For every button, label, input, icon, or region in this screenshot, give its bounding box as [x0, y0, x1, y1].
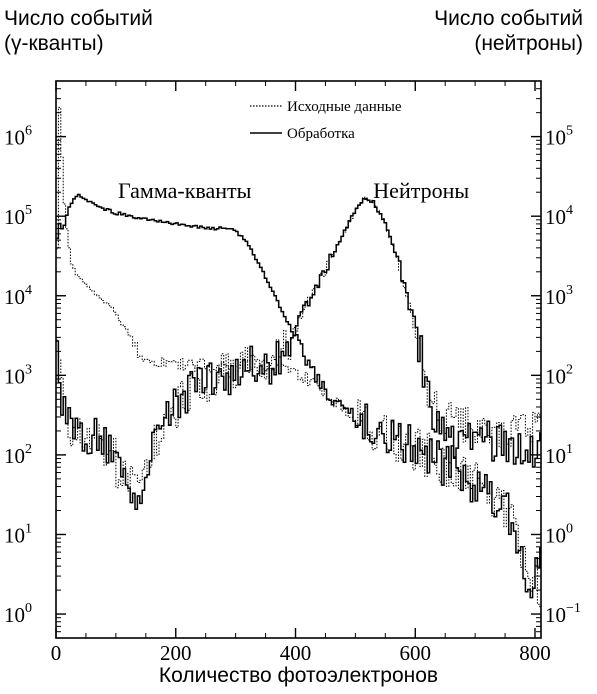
y-right-tick-label: 103 [545, 283, 573, 309]
annotation-label: Гамма-кванты [118, 178, 252, 203]
y-right-tick-label: 104 [545, 203, 573, 229]
x-tick-label: 200 [160, 641, 192, 665]
legend-label: Исходные данные [287, 99, 402, 115]
y-left-tick-label: 100 [4, 601, 32, 627]
x-axis-label: Количество фотоэлектронов [158, 664, 439, 687]
y-left-tick-label: 104 [4, 283, 32, 309]
x-tick-label: 600 [400, 641, 432, 665]
y-right-tick-label: 101 [545, 442, 573, 468]
y-right-label-line2: (нейтроны) [474, 32, 583, 55]
plot-frame [55, 80, 542, 639]
y-left-tick-label: 102 [4, 442, 32, 468]
y-left-tick-label: 106 [4, 124, 32, 150]
y-right-tick-label: 102 [545, 362, 573, 388]
x-tick-label: 800 [519, 641, 551, 665]
y-left-tick-label: 105 [4, 203, 32, 229]
y-left-axis-label: Число событий (γ-кванты) [4, 6, 153, 56]
y-left-tick-label: 103 [4, 362, 32, 388]
y-right-tick-label: 10−1 [545, 601, 581, 627]
series-line-gamma-processed [56, 193, 541, 599]
series-line-neutron-raw [56, 196, 541, 492]
y-right-tick-label: 100 [545, 521, 573, 547]
y-left-label-line1: Число событий [4, 7, 153, 30]
x-tick-label: 0 [51, 641, 62, 665]
x-tick-label: 400 [280, 641, 312, 665]
annotation-label: Нейтроны [373, 178, 469, 203]
y-right-tick-label: 105 [545, 124, 573, 150]
series-line-neutron-processed [56, 198, 541, 511]
y-right-label-line1: Число событий [434, 7, 583, 30]
y-left-tick-label: 101 [4, 521, 32, 547]
y-right-axis-label: Число событий (нейтроны) [434, 6, 583, 56]
series-line-gamma-raw [56, 106, 541, 609]
y-left-label-line2: (γ-кванты) [4, 32, 104, 55]
legend-label: Обработка [287, 126, 355, 142]
